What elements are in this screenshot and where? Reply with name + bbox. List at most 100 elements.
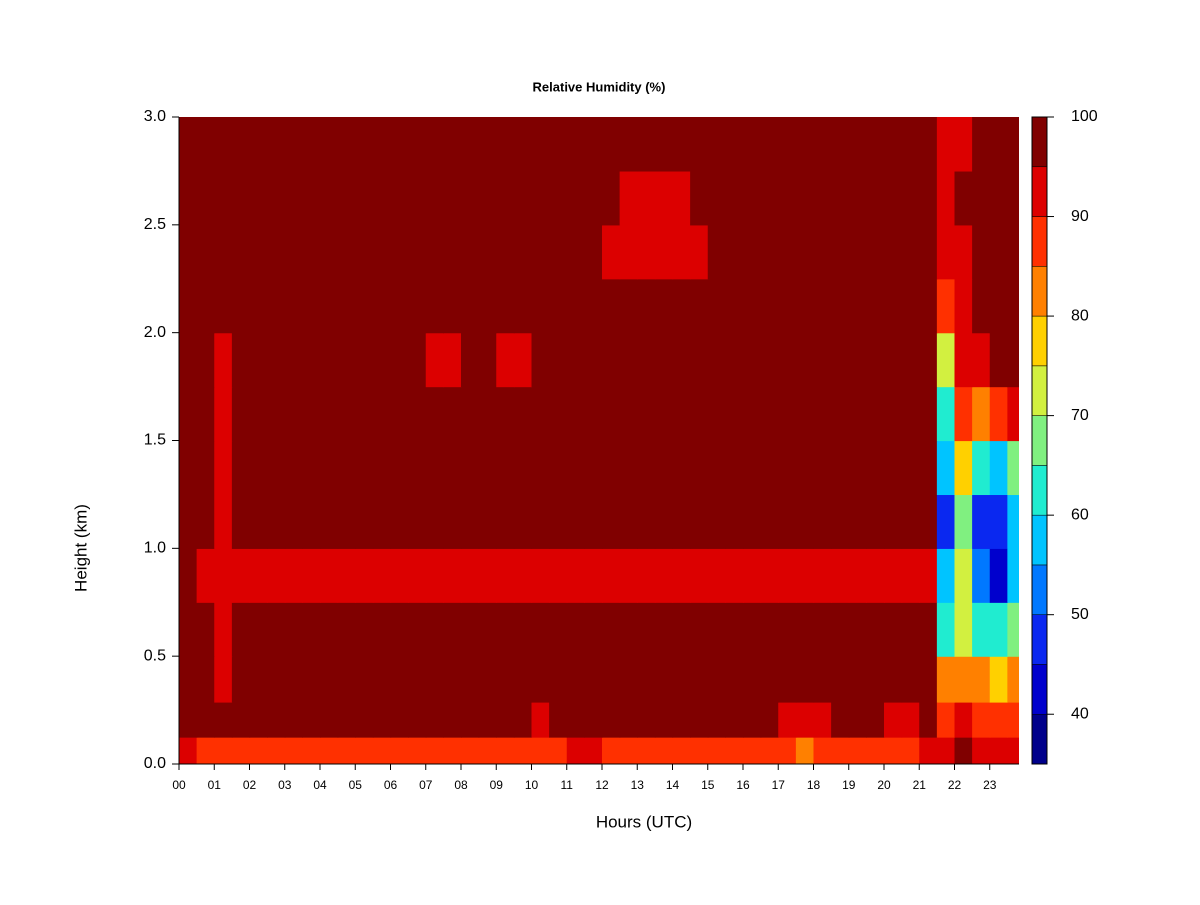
heat-cell: [883, 494, 903, 549]
y-tick-label: 1.0: [144, 540, 166, 557]
heat-cell: [531, 656, 550, 703]
heat-cell: [337, 701, 356, 738]
heat-cell: [179, 386, 198, 442]
heat-cell: [954, 332, 973, 388]
heat-cell: [267, 278, 286, 334]
heat-cell: [813, 494, 832, 549]
heat-cell: [460, 494, 480, 549]
heat-cell: [901, 278, 920, 334]
heat-cell: [637, 548, 656, 603]
heat-cell: [760, 440, 779, 496]
heat-cell: [901, 332, 920, 388]
heat-cell: [619, 494, 638, 549]
heat-cell: [690, 332, 709, 388]
heat-cell: [249, 656, 268, 703]
heat-cell: [443, 278, 462, 334]
heat-cell: [936, 117, 956, 172]
heat-cell: [372, 494, 392, 549]
heat-cell: [883, 602, 903, 657]
heat-cell: [690, 386, 709, 442]
heat-cell: [883, 440, 903, 496]
x-tick-label: 14: [666, 778, 680, 792]
heat-cell: [725, 117, 744, 172]
heat-cell: [443, 656, 462, 703]
heat-cell: [214, 440, 233, 496]
heat-cell: [390, 386, 409, 442]
y-axis-label: Height (km): [71, 504, 90, 592]
heat-cell: [179, 278, 198, 334]
heat-cell: [478, 170, 497, 226]
heat-cell: [831, 386, 850, 442]
heat-cell: [707, 494, 726, 549]
heat-cell: [584, 737, 603, 764]
heat-cell: [425, 440, 444, 496]
heat-cell: [936, 494, 956, 549]
heat-cell: [690, 170, 709, 226]
heat-cell: [690, 602, 709, 657]
heat-cell: [408, 332, 427, 388]
colorbar-frame: [1031, 116, 1048, 765]
heat-cell: [390, 440, 409, 496]
heat-cell: [319, 494, 339, 549]
heat-cell: [725, 548, 744, 603]
heat-cell: [284, 440, 303, 496]
heat-cell: [919, 170, 938, 226]
colorbar-segment: [1031, 315, 1048, 367]
chart-title: Relative Humidity (%): [533, 79, 666, 94]
heat-cell: [601, 386, 621, 442]
heat-cell: [302, 440, 321, 496]
heat-cell: [549, 332, 568, 388]
heat-cell: [901, 386, 920, 442]
heat-cell: [531, 737, 550, 764]
heat-cell: [760, 737, 779, 764]
x-tick-label: 00: [172, 778, 186, 792]
x-tick-label: 13: [631, 778, 645, 792]
heat-cell: [460, 602, 480, 657]
heat-cell: [478, 386, 497, 442]
heat-cell: [496, 170, 515, 226]
heat-cell: [372, 548, 392, 603]
heat-cell: [267, 386, 286, 442]
heat-cell: [954, 278, 973, 334]
heat-cell: [531, 386, 550, 442]
colorbar-tick-label: 70: [1071, 407, 1089, 424]
heat-cell: [337, 656, 356, 703]
colorbar-tick-label: 60: [1071, 506, 1089, 523]
heat-cell: [443, 701, 462, 738]
heat-cell: [989, 278, 1008, 334]
colorbar-tick-label: 90: [1071, 208, 1089, 225]
heat-cell: [179, 602, 198, 657]
heat-cell: [531, 170, 550, 226]
heat-cell: [831, 737, 850, 764]
heat-cell: [831, 494, 850, 549]
heat-cell: [196, 170, 215, 226]
heat-cell: [707, 170, 726, 226]
heat-cell: [901, 224, 920, 280]
heat-cell: [725, 701, 744, 738]
heat-cell: [778, 386, 797, 442]
heat-cell: [408, 602, 427, 657]
heat-cell: [355, 656, 374, 703]
heat-cell: [919, 701, 938, 738]
heat-cell: [601, 548, 621, 603]
colorbar-tick-label: 40: [1071, 705, 1089, 722]
heat-cell: [883, 737, 903, 764]
heat-cell: [690, 494, 709, 549]
heat-cell: [284, 386, 303, 442]
heat-cell: [954, 170, 973, 226]
heat-cell: [478, 548, 497, 603]
heat-cell: [549, 494, 568, 549]
heat-cell: [672, 278, 691, 334]
heat-cell: [813, 602, 832, 657]
heat-cell: [302, 548, 321, 603]
heat-cell: [760, 602, 779, 657]
heat-cell: [408, 117, 427, 172]
heat-cell: [319, 386, 339, 442]
heat-cell: [672, 170, 691, 226]
heat-cell: [231, 386, 251, 442]
heat-cell: [496, 701, 515, 738]
heat-cell: [478, 737, 497, 764]
heat-cell: [936, 170, 956, 226]
heat-cell: [496, 548, 515, 603]
heat-cell: [954, 656, 973, 703]
